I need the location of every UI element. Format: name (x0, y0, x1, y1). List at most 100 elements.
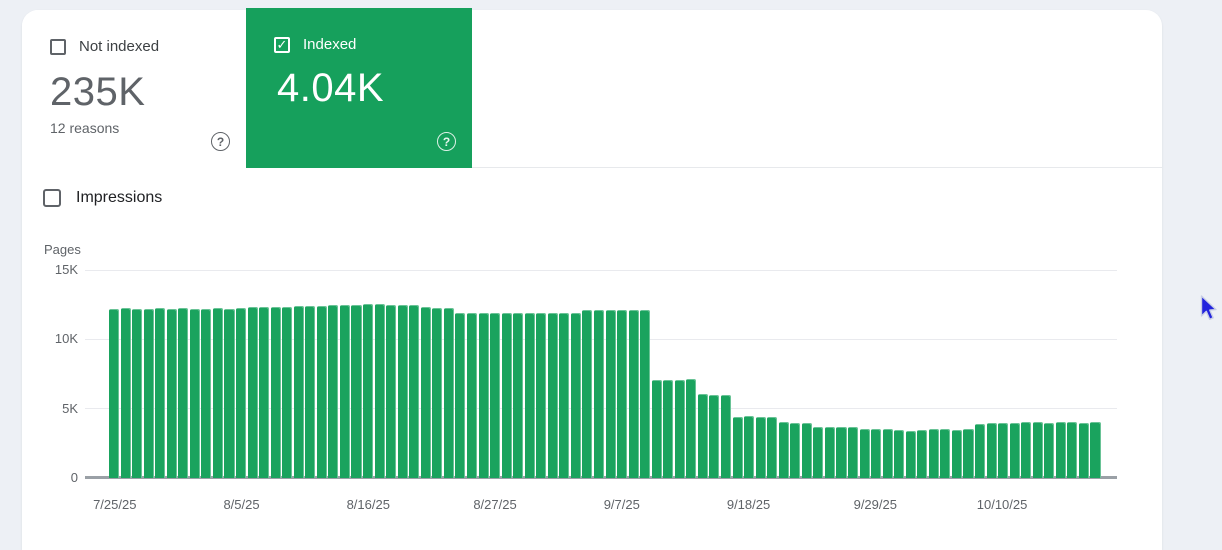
chart-bar[interactable] (651, 379, 662, 478)
chart-bar[interactable] (513, 313, 524, 478)
chart-bar[interactable] (524, 313, 535, 478)
chart-bar[interactable] (767, 417, 778, 478)
chart-bar[interactable] (917, 430, 928, 478)
chart-bar[interactable] (720, 394, 732, 478)
impressions-label: Impressions (76, 189, 163, 206)
chart-bar[interactable] (617, 309, 628, 478)
chart-bar[interactable] (397, 304, 408, 478)
chart-bar[interactable] (905, 430, 916, 478)
chart-bar[interactable] (305, 306, 316, 478)
chart-bar[interactable] (224, 308, 235, 478)
chart-bar[interactable] (374, 303, 385, 478)
chart-bar[interactable] (212, 308, 223, 478)
chart-bar[interactable] (547, 313, 558, 478)
chart-bar[interactable] (975, 423, 986, 478)
chart-bar[interactable] (120, 308, 131, 478)
chart-bar[interactable] (928, 428, 939, 478)
chart-bar[interactable] (339, 304, 350, 478)
chart-bar[interactable] (813, 426, 824, 478)
chart-bar[interactable] (1078, 422, 1089, 478)
chart-bar[interactable] (963, 429, 974, 478)
chart-bar[interactable] (1032, 421, 1043, 478)
chart-bar[interactable] (386, 304, 397, 478)
chart-bar[interactable] (247, 307, 258, 478)
chart-bar[interactable] (663, 379, 674, 478)
impressions-toggle[interactable]: Impressions (43, 189, 162, 207)
chart-bar[interactable] (236, 308, 247, 478)
chart-bar[interactable] (998, 423, 1009, 478)
chart-bar[interactable] (443, 308, 454, 478)
chart-bar[interactable] (178, 308, 189, 478)
chart-bar[interactable] (951, 430, 962, 478)
chart-bar[interactable] (986, 423, 997, 478)
chart-bar[interactable] (363, 303, 374, 478)
chart-bar[interactable] (420, 307, 431, 478)
not-indexed-card[interactable]: Not indexed 235K 12 reasons ? (22, 10, 246, 168)
not-indexed-reasons-link[interactable]: 12 reasons (50, 120, 120, 136)
chart-bar[interactable] (189, 308, 200, 478)
chart-bar[interactable] (755, 417, 766, 478)
chart-bar[interactable] (536, 313, 547, 478)
chart-bar[interactable] (697, 394, 708, 478)
chart-bar[interactable] (1067, 421, 1078, 478)
chart-bar[interactable] (744, 416, 755, 478)
chart-bar[interactable] (605, 309, 616, 478)
chart-bar[interactable] (501, 313, 512, 478)
chart-bar[interactable] (282, 306, 293, 478)
chart-bar[interactable] (328, 305, 339, 478)
help-icon[interactable]: ? (211, 132, 230, 151)
chart-bar[interactable] (628, 309, 639, 478)
not-indexed-value: 235K (50, 70, 146, 114)
chart-bar[interactable] (894, 430, 905, 478)
chart-bar[interactable] (1055, 421, 1066, 478)
chart-bar[interactable] (478, 313, 489, 478)
chart-bar[interactable] (132, 308, 143, 478)
chart-bar[interactable] (1090, 421, 1101, 478)
chart-bar[interactable] (201, 308, 212, 478)
chart-bar[interactable] (143, 308, 154, 478)
chart-bar[interactable] (1009, 423, 1020, 478)
chart-bar[interactable] (570, 313, 581, 478)
chart-bar[interactable] (582, 309, 593, 478)
chart-bar[interactable] (732, 417, 743, 478)
chart-bar[interactable] (1044, 422, 1055, 478)
help-icon[interactable]: ? (437, 132, 456, 151)
chart-bar[interactable] (940, 429, 951, 478)
chart-bar[interactable] (778, 421, 789, 478)
chart-bar[interactable] (109, 308, 120, 478)
chart-bar[interactable] (409, 304, 420, 478)
chart-bar[interactable] (790, 422, 801, 478)
chart-bar[interactable] (674, 379, 685, 478)
chart-bar[interactable] (686, 378, 697, 478)
chart-bar[interactable] (259, 307, 270, 478)
chart-bar[interactable] (801, 422, 812, 478)
chart-bar[interactable] (882, 429, 893, 478)
chart-bar[interactable] (455, 313, 466, 478)
chart-bar[interactable] (559, 313, 570, 478)
chart-bar[interactable] (316, 306, 327, 478)
chart-bar[interactable] (293, 306, 304, 478)
chart-bar[interactable] (270, 307, 281, 478)
chart-bar[interactable] (593, 309, 605, 478)
chart-bar[interactable] (859, 428, 870, 478)
indexed-card[interactable]: ✓ Indexed 4.04K ? (246, 8, 472, 168)
y-axis-tick-label: 10K (54, 331, 78, 347)
chart-bar[interactable] (166, 308, 177, 478)
indexed-checkbox[interactable]: ✓ (274, 36, 290, 53)
chart-bar[interactable] (155, 308, 166, 478)
chart-bar[interactable] (466, 313, 477, 478)
chart-bar[interactable] (351, 304, 362, 478)
y-axis-tick-label: 5K (62, 400, 78, 416)
bars (109, 270, 1101, 478)
chart-bar[interactable] (709, 394, 720, 478)
chart-bar[interactable] (432, 308, 443, 478)
chart-bar[interactable] (836, 426, 847, 478)
chart-bar[interactable] (871, 429, 882, 478)
chart-bar[interactable] (824, 427, 835, 478)
chart-bar[interactable] (490, 313, 501, 478)
impressions-checkbox[interactable] (43, 189, 61, 207)
chart-bar[interactable] (848, 427, 859, 478)
chart-bar[interactable] (640, 310, 651, 478)
chart-bar[interactable] (1021, 421, 1032, 478)
not-indexed-checkbox[interactable] (50, 38, 66, 55)
